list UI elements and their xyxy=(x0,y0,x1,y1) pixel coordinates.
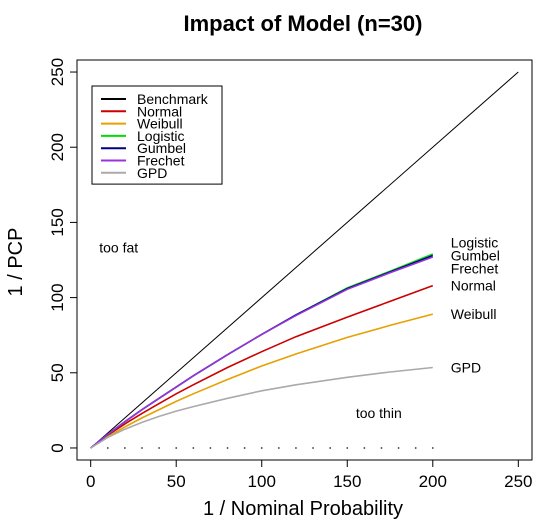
y-tick-label: 250 xyxy=(48,58,67,86)
baseline-dot xyxy=(175,447,178,449)
plot-area: 0 50 100 150 200 250 0 50 100 150 200 250 xyxy=(48,58,533,491)
legend-label: Logistic xyxy=(137,128,184,144)
chart-title: Impact of Model (n=30) xyxy=(184,11,423,36)
annotation-text: too fat xyxy=(99,239,138,255)
baseline-dot xyxy=(380,447,383,449)
y-tick-label: 0 xyxy=(48,443,67,452)
x-tick-label: 100 xyxy=(248,472,276,491)
x-axis-label: 1 / Nominal Probability xyxy=(203,498,403,520)
baseline-dot xyxy=(123,447,126,449)
baseline-dot xyxy=(329,447,332,449)
series-line-weibull xyxy=(90,313,434,449)
legend-label: Benchmark xyxy=(137,91,209,107)
series-line-gpd xyxy=(90,366,433,449)
legend-label: Gumbel xyxy=(137,140,186,156)
legend-label: GPD xyxy=(137,165,167,181)
baseline-dot xyxy=(397,447,400,449)
legend-label: Normal xyxy=(137,103,182,119)
series-end-label: Logistic xyxy=(451,234,498,250)
baseline-dot xyxy=(141,447,143,449)
baseline-dot xyxy=(260,447,263,449)
y-tick-label: 50 xyxy=(48,363,67,382)
x-tick-label: 50 xyxy=(167,472,186,491)
series-line-benchmark xyxy=(90,71,519,449)
baseline-dot xyxy=(363,447,366,449)
baseline-dot xyxy=(295,447,297,449)
baseline-dot xyxy=(312,447,314,449)
series-end-label: GPD xyxy=(451,360,481,376)
legend-label: Frechet xyxy=(137,153,185,169)
x-tick-label: 150 xyxy=(333,472,361,491)
baseline-dot xyxy=(277,447,280,449)
baseline-dot xyxy=(226,447,229,449)
series-end-label: Gumbel xyxy=(451,247,500,263)
annotation-layer: too fat too thin xyxy=(99,239,402,420)
x-tick-label: 0 xyxy=(86,472,95,491)
legend-label: Weibull xyxy=(137,116,183,132)
baseline-dot xyxy=(209,447,212,449)
baseline-dot xyxy=(243,447,246,449)
baseline-dot xyxy=(346,447,349,449)
baseline-dot xyxy=(414,447,417,449)
legend: BenchmarkNormalWeibullLogisticGumbelFrec… xyxy=(91,85,223,185)
series-end-label: Frechet xyxy=(451,260,499,276)
annotation-text: too thin xyxy=(356,405,402,421)
baseline-dot xyxy=(106,447,109,449)
series-end-label: Weibull xyxy=(451,306,497,322)
y-axis-label: 1 / PCP xyxy=(5,228,27,297)
series-line-frechet xyxy=(90,256,434,449)
baseline-dot xyxy=(192,447,195,449)
y-tick-label: 200 xyxy=(48,133,67,161)
y-tick-label: 150 xyxy=(48,208,67,236)
x-tick-label: 250 xyxy=(504,472,532,491)
baseline-dot xyxy=(158,447,161,449)
baseline-dot xyxy=(431,447,434,449)
plot-frame xyxy=(76,59,533,461)
x-tick-label: 200 xyxy=(419,472,447,491)
series-line-normal xyxy=(90,284,434,449)
y-tick-label: 100 xyxy=(48,283,67,311)
series-end-label: Normal xyxy=(451,278,496,294)
